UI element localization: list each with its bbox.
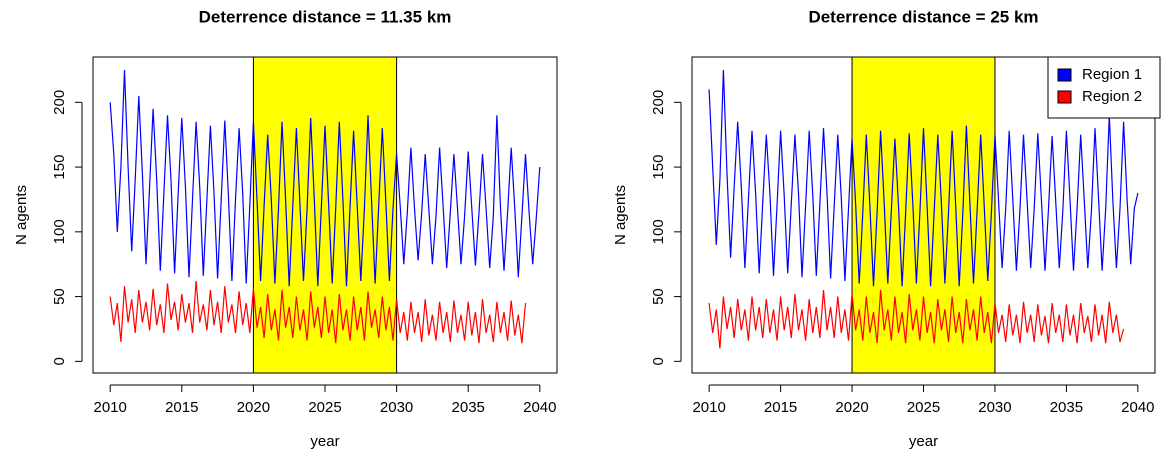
- series-line: [708, 290, 1125, 349]
- legend-label: Region 2: [1082, 88, 1142, 105]
- panel: Deterrence distance = 25 km year N agents 2…: [612, 7, 1161, 450]
- y-tick-label: 100: [650, 219, 667, 244]
- x-tick-label: 2035: [452, 399, 485, 416]
- x-tick-label: 2020: [835, 399, 868, 416]
- x-tick-label: 2020: [237, 399, 270, 416]
- x-tick-label: 2035: [1050, 399, 1083, 416]
- y-tick-label: 50: [650, 288, 667, 305]
- legend-label: Region 1: [1082, 66, 1142, 83]
- legend-swatch: [1057, 90, 1072, 104]
- series-line: [109, 280, 527, 344]
- y-tick-label: 50: [51, 288, 68, 305]
- x-tick-label: 2030: [978, 399, 1011, 416]
- panel: Deterrence distance = 11.35 km year N agen…: [13, 7, 558, 450]
- chart-title: Deterrence distance = 25 km: [808, 7, 1038, 26]
- y-tick-label: 150: [650, 155, 667, 180]
- x-axis-label: year: [909, 433, 938, 450]
- legend-swatch: [1057, 68, 1072, 82]
- x-tick-label: 2015: [165, 399, 198, 416]
- plot-box: [92, 56, 558, 374]
- x-tick-label: 2025: [308, 399, 341, 416]
- y-axis-label: N agents: [13, 185, 30, 245]
- x-tick-label: 2040: [1121, 399, 1154, 416]
- x-tick-label: 2025: [907, 399, 940, 416]
- y-tick-label: 150: [51, 155, 68, 180]
- series-line: [708, 69, 1139, 287]
- plot-box: [691, 56, 1156, 374]
- x-tick-label: 2010: [692, 399, 725, 416]
- highlight-region: [252, 56, 398, 374]
- y-tick-label: 200: [650, 90, 667, 115]
- x-tick-label: 2040: [523, 399, 556, 416]
- x-axis-label: year: [310, 433, 339, 450]
- y-tick-label: 200: [51, 90, 68, 115]
- legend-box: [1047, 56, 1161, 119]
- y-tick-label: 0: [650, 357, 667, 365]
- x-tick-label: 2010: [93, 399, 126, 416]
- y-axis-label: N agents: [612, 185, 629, 245]
- highlight-region: [851, 56, 996, 374]
- y-tick-label: 100: [51, 219, 68, 244]
- series-line: [109, 69, 541, 287]
- x-tick-label: 2030: [380, 399, 413, 416]
- chart-title: Deterrence distance = 11.35 km: [199, 7, 452, 26]
- y-tick-label: 0: [51, 357, 68, 365]
- x-tick-label: 2015: [764, 399, 797, 416]
